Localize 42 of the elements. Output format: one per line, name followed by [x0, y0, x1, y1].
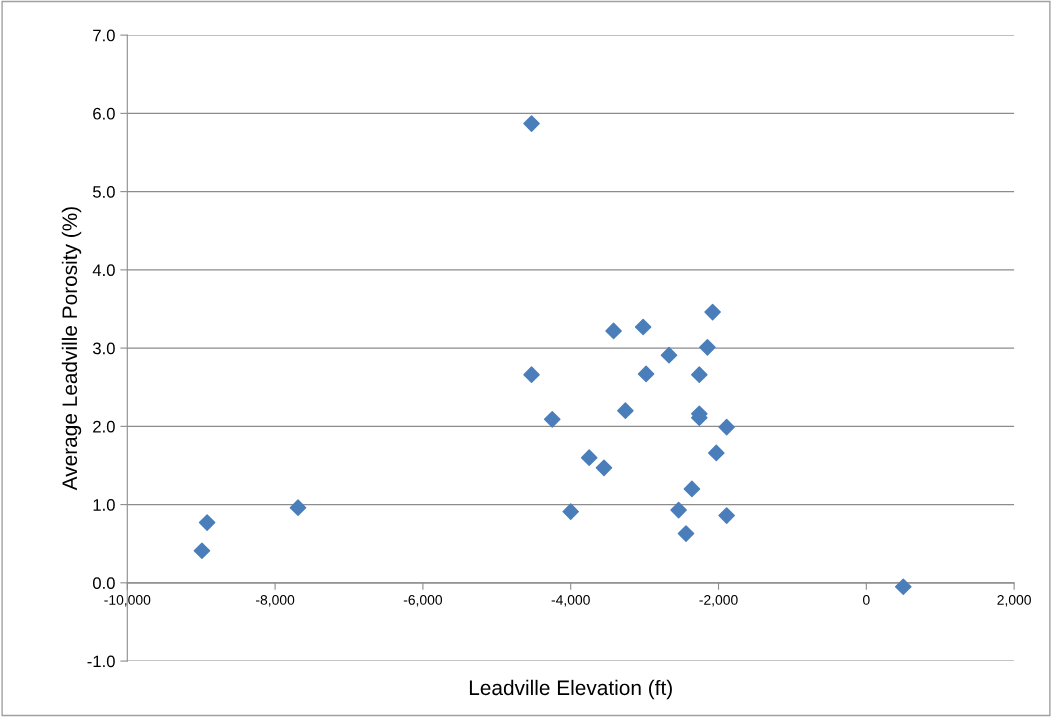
point [660, 346, 678, 364]
point [617, 402, 634, 419]
point [562, 503, 580, 520]
y-tick-label: 3.0 [92, 342, 115, 355]
point [605, 322, 622, 340]
x-tick-label: -10,000 [104, 595, 151, 607]
y-tick-label: 2.0 [93, 420, 115, 433]
x-tick-label: 0 [863, 595, 870, 605]
point [677, 525, 695, 542]
point [595, 459, 613, 477]
point [894, 578, 912, 596]
point [198, 514, 216, 531]
y-tick-label: 5.0 [92, 186, 115, 198]
point [523, 115, 540, 132]
point [637, 365, 655, 383]
point [718, 507, 735, 524]
point [193, 542, 211, 560]
point [704, 303, 721, 321]
x-tick-label: -2,000 [699, 595, 738, 607]
point [289, 499, 307, 517]
y-tick-label: 6.0 [93, 107, 115, 120]
x-tick-label: -8,000 [256, 595, 295, 607]
x-tick-label: -6,000 [403, 595, 443, 607]
point [699, 339, 716, 356]
point [707, 444, 725, 462]
x-axis-title: Leadville Elevation (ft) [469, 679, 672, 700]
y-tick-label: 0.0 [92, 577, 115, 590]
point [683, 480, 701, 498]
y-tick-label: 4.0 [92, 264, 115, 277]
x-tick-label: 2,000 [997, 595, 1031, 607]
point [634, 318, 652, 336]
point [718, 418, 735, 436]
point [580, 449, 598, 466]
point [543, 411, 561, 428]
y-tick-label: -1.0 [87, 655, 115, 668]
y-tick-label: 1.0 [93, 498, 115, 511]
y-axis-title: Average Leadville Porosity (%) [61, 207, 82, 491]
y-tick-label: 7.0 [93, 29, 115, 42]
point [670, 501, 687, 519]
x-tick-label: -4,000 [551, 595, 590, 607]
point [523, 366, 540, 384]
point [690, 366, 708, 384]
